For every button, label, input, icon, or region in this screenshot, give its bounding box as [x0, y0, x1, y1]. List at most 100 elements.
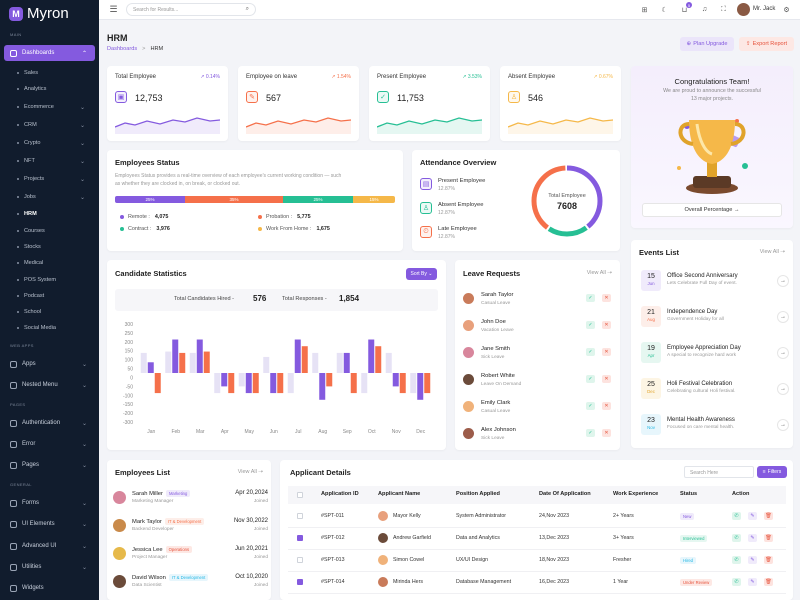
- reject-x-icon[interactable]: ✕: [602, 402, 611, 410]
- bar-orange-jul: [301, 346, 308, 373]
- edit-icon[interactable]: ✎: [748, 534, 757, 542]
- phone-icon[interactable]: ✆: [732, 534, 741, 542]
- employees-status-desc-line2: as whether they are clocked in, on break…: [115, 181, 241, 187]
- approve-check-icon[interactable]: ✓: [586, 429, 595, 437]
- sidebar-subitem-stocks[interactable]: Stocks: [17, 244, 41, 250]
- sort-by-button[interactable]: Sort By ⌄: [406, 268, 437, 280]
- arrow-right-icon[interactable]: →: [777, 419, 789, 431]
- sidebar-subitem-hrm[interactable]: HRM: [17, 211, 37, 217]
- sidebar-subitem-sales[interactable]: Sales: [17, 70, 38, 76]
- reject-x-icon[interactable]: ✕: [602, 429, 611, 437]
- congrats-text-line2: 13 major projects.: [690, 96, 734, 102]
- reject-x-icon[interactable]: ✕: [602, 321, 611, 329]
- breadcrumb-root[interactable]: Dashboards: [107, 46, 138, 52]
- nav-forms[interactable]: Forms ⌄: [4, 495, 95, 511]
- sidebar-subitem-podcast[interactable]: Podcast: [17, 293, 44, 299]
- nav-apps[interactable]: Apps ⌄: [4, 356, 95, 372]
- sidebar-subitem-crypto[interactable]: Crypto ⌄: [17, 140, 85, 147]
- avatar: [378, 511, 388, 521]
- row-checkbox[interactable]: [297, 579, 303, 585]
- edit-icon[interactable]: ✎: [748, 556, 757, 564]
- plan-upgrade-button[interactable]: ⊕ Plan Upgrade: [680, 37, 734, 51]
- sidebar-subitem-analytics[interactable]: Analytics: [17, 86, 46, 92]
- attendance-icon: ⏲: [420, 226, 432, 238]
- nav-advanced-ui[interactable]: Advanced UI ⌄: [4, 538, 95, 554]
- reject-x-icon[interactable]: ✕: [602, 348, 611, 356]
- nav-widgets-label: Widgets: [22, 585, 44, 591]
- edit-icon[interactable]: ✎: [748, 578, 757, 586]
- nav-widgets[interactable]: Widgets: [4, 580, 95, 596]
- sidebar-subitem-projects[interactable]: Projects ⌄: [17, 176, 85, 183]
- nav-error[interactable]: Error ⌄: [4, 436, 95, 452]
- nav-dashboards[interactable]: Dashboards ⌃: [4, 45, 95, 61]
- phone-icon[interactable]: ✆: [732, 556, 741, 564]
- arrow-right-icon[interactable]: →: [777, 311, 789, 323]
- user-avatar[interactable]: [737, 3, 750, 16]
- delete-icon[interactable]: 🗑: [764, 556, 773, 564]
- nav-pages[interactable]: Pages ⌄: [4, 457, 95, 473]
- filters-button[interactable]: ≡ Filters: [757, 466, 787, 478]
- position-applied: Data and Analytics: [456, 535, 500, 541]
- column-header: Work Experience: [613, 491, 659, 497]
- row-checkbox[interactable]: [297, 557, 303, 563]
- avatar: [463, 293, 474, 304]
- cart-icon[interactable]: ⊔: [681, 6, 688, 14]
- sidebar-subitem-jobs[interactable]: Jobs ⌄: [17, 194, 85, 201]
- sidebar-subitem-school[interactable]: School: [17, 309, 41, 315]
- reject-x-icon[interactable]: ✕: [602, 294, 611, 302]
- approve-check-icon[interactable]: ✓: [586, 402, 595, 410]
- leave-request-row: John Doe Vacation Leave ✓ ✕: [463, 317, 613, 342]
- delete-icon[interactable]: 🗑: [764, 578, 773, 586]
- approve-check-icon[interactable]: ✓: [586, 321, 595, 329]
- delete-icon[interactable]: 🗑: [764, 534, 773, 542]
- arrow-right-icon[interactable]: →: [777, 275, 789, 287]
- application-id: #SPT-013: [321, 557, 345, 563]
- approve-check-icon[interactable]: ✓: [586, 348, 595, 356]
- search-input[interactable]: Search for Results... ⌕: [126, 3, 256, 16]
- sidebar-subitem-ecommerce[interactable]: Ecommerce ⌄: [17, 104, 85, 111]
- translate-icon[interactable]: ⊞: [641, 6, 648, 14]
- work-experience: 3+ Years: [613, 535, 634, 541]
- row-checkbox[interactable]: [297, 513, 303, 519]
- sidebar-subitem-social-media[interactable]: Social Media: [17, 325, 56, 331]
- menu-toggle-icon[interactable]: ☰: [109, 4, 118, 14]
- select-all-checkbox[interactable]: [297, 492, 303, 498]
- chevron-down-icon: ⌄: [81, 564, 87, 571]
- moon-icon[interactable]: ☾: [661, 6, 668, 14]
- applicant-name: Andrew Garfield: [393, 535, 431, 541]
- sidebar-subitem-crm[interactable]: CRM ⌄: [17, 122, 85, 129]
- export-report-button[interactable]: ⇪ Export Report: [739, 37, 794, 51]
- sidebar-subitem-nft[interactable]: NFT ⌄: [17, 158, 85, 165]
- arrow-right-icon[interactable]: →: [777, 383, 789, 395]
- stat-change-value: 0.14%: [205, 74, 220, 80]
- brand-logo[interactable]: M Myron: [9, 5, 69, 22]
- overall-percentage-button[interactable]: Overall Percentage →: [642, 203, 782, 217]
- approve-check-icon[interactable]: ✓: [586, 375, 595, 383]
- trend-icon: ↗: [462, 74, 468, 80]
- nav-authentication[interactable]: Authentication ⌄: [4, 415, 95, 431]
- bar-purple-feb: [172, 339, 179, 373]
- approve-check-icon[interactable]: ✓: [586, 294, 595, 302]
- delete-icon[interactable]: 🗑: [764, 512, 773, 520]
- row-checkbox[interactable]: [297, 535, 303, 541]
- stat-card-present-employee: Present Employee ↗ 3.53% ✓ 11,753: [369, 66, 490, 141]
- employees-view-all-link[interactable]: View All ⇢: [237, 469, 263, 475]
- user-name[interactable]: Mr. Jack: [753, 6, 776, 12]
- sidebar-subitem-medical[interactable]: Medical: [17, 260, 43, 266]
- edit-icon[interactable]: ✎: [748, 512, 757, 520]
- leave-view-all-link[interactable]: View All ⇢: [586, 270, 612, 276]
- events-view-all-link[interactable]: View All ⇢: [759, 249, 785, 255]
- reject-x-icon[interactable]: ✕: [602, 375, 611, 383]
- phone-icon[interactable]: ✆: [732, 578, 741, 586]
- nav-ui-elements[interactable]: UI Elements ⌄: [4, 516, 95, 532]
- nav-utilities[interactable]: Utilities ⌄: [4, 559, 95, 575]
- applicant-search-input[interactable]: Search Here: [684, 466, 754, 478]
- sidebar-subitem-courses[interactable]: Courses: [17, 228, 45, 234]
- gear-icon[interactable]: ⚙: [783, 6, 790, 14]
- bell-icon[interactable]: ♫: [701, 6, 708, 13]
- fullscreen-icon[interactable]: ⛶: [721, 5, 726, 13]
- phone-icon[interactable]: ✆: [732, 512, 741, 520]
- nav-nested-menu[interactable]: Nested Menu ⌄: [4, 377, 95, 393]
- arrow-right-icon[interactable]: →: [777, 347, 789, 359]
- sidebar-subitem-pos-system[interactable]: POS System: [17, 277, 56, 283]
